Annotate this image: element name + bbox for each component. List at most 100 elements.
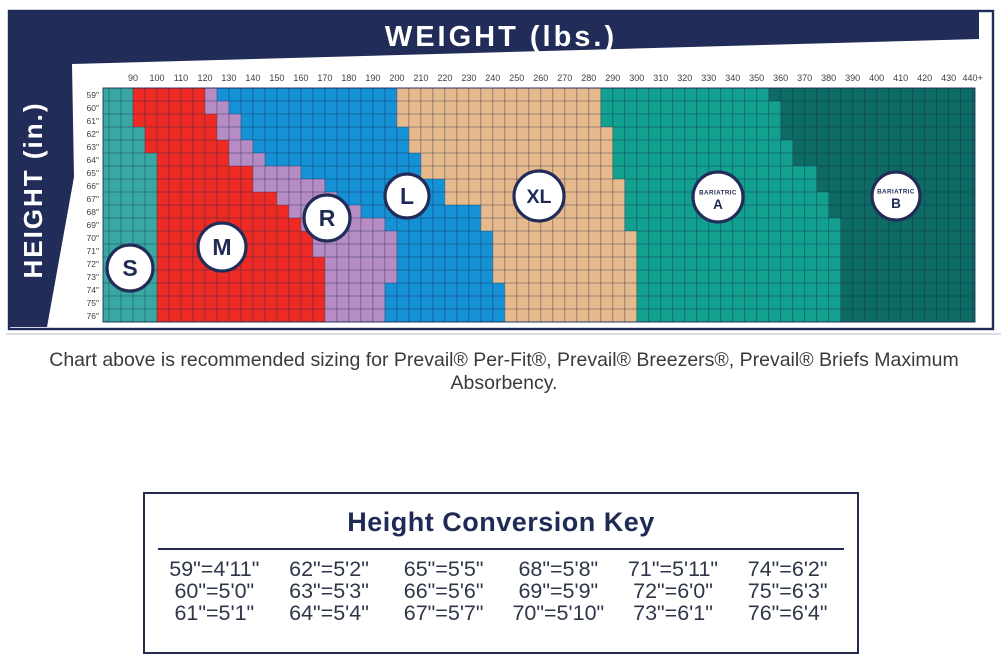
axis-banner xyxy=(10,12,979,327)
conversion-entry: 72"=6'0" xyxy=(633,578,713,603)
weight-tick-label: 420 xyxy=(917,73,932,83)
weight-tick-label: 410 xyxy=(893,73,908,83)
height-tick-label: 73" xyxy=(87,272,99,282)
size-region-S xyxy=(103,101,133,114)
height-tick-label: 74" xyxy=(87,285,99,295)
size-region-A xyxy=(636,296,841,309)
weight-tick-label: 150 xyxy=(269,73,284,83)
conversion-entry: 64"=5'4" xyxy=(289,600,369,625)
size-region-S xyxy=(103,166,157,179)
height-tick-label: 61" xyxy=(87,116,99,126)
conversion-key-divider xyxy=(158,548,844,550)
size-region-XL xyxy=(504,309,637,322)
height-axis-title: HEIGHT (in.) xyxy=(18,101,48,279)
size-region-B xyxy=(780,127,975,140)
size-region-S xyxy=(103,140,145,153)
weight-tick-label: 340 xyxy=(725,73,740,83)
conversion-entry: 61"=5'1" xyxy=(174,600,255,625)
size-circle-L xyxy=(383,172,431,220)
height-tick-label: 72" xyxy=(87,259,99,269)
size-region-S xyxy=(103,127,145,140)
size-region-A xyxy=(636,309,841,322)
size-region-S xyxy=(103,296,157,309)
size-region-A xyxy=(636,270,841,283)
height-tick-label: 60" xyxy=(87,103,99,113)
weight-tick-label: 130 xyxy=(221,73,236,83)
size-circle-letter-A: A xyxy=(713,197,723,212)
conversion-entry: 65"=5'5" xyxy=(403,557,484,581)
size-region-A xyxy=(636,283,841,296)
weight-tick-label: 210 xyxy=(413,73,428,83)
size-region-S xyxy=(103,218,157,231)
size-circle-letter-L: L xyxy=(400,183,414,209)
conversion-entry: 63"=5'3" xyxy=(289,578,369,603)
conversion-entry: 75"=6'3" xyxy=(747,578,828,603)
weight-tick-label: 430 xyxy=(941,73,956,83)
size-region-B xyxy=(840,309,975,322)
weight-tick-label: 310 xyxy=(653,73,668,83)
conversion-entry: 69"=5'9" xyxy=(518,578,599,603)
size-region-S xyxy=(103,309,157,322)
size-region-B xyxy=(840,296,975,309)
size-circle-letter-S: S xyxy=(122,255,137,281)
weight-tick-label: 110 xyxy=(174,73,188,83)
size-region-B xyxy=(780,114,975,127)
height-tick-label: 63" xyxy=(87,142,99,152)
height-tick-label: 76" xyxy=(87,311,99,321)
conversion-entry: 73"=6'1" xyxy=(633,600,713,625)
size-region-A xyxy=(600,114,781,127)
weight-tick-label: 280 xyxy=(581,73,596,83)
size-circle-A xyxy=(691,170,745,224)
size-region-XL xyxy=(504,296,637,309)
size-region-M xyxy=(132,114,217,127)
weight-tick-label: 90 xyxy=(128,73,138,83)
size-circle-B xyxy=(870,170,922,222)
weight-tick-label: 250 xyxy=(509,73,524,83)
grid-border xyxy=(102,87,976,323)
conversion-entry: 59"=4'11" xyxy=(169,557,260,581)
height-tick-label: 67" xyxy=(87,194,99,204)
height-tick-label: 68" xyxy=(87,207,99,217)
weight-tick-label: 370 xyxy=(797,73,812,83)
weight-tick-label: 360 xyxy=(773,73,788,83)
size-region-L xyxy=(216,88,397,101)
size-region-XL xyxy=(396,101,601,114)
size-region-R xyxy=(228,153,265,166)
conversion-entry: 67"=5'7" xyxy=(403,600,484,625)
size-region-S xyxy=(103,179,157,192)
size-region-XL xyxy=(396,88,601,101)
size-circle-letter-R: R xyxy=(319,205,336,231)
size-region-S xyxy=(103,88,133,101)
weight-tick-label: 320 xyxy=(677,73,692,83)
size-region-S xyxy=(103,114,133,127)
weight-tick-label: 220 xyxy=(437,73,452,83)
size-region-B xyxy=(840,244,975,257)
size-region-M xyxy=(144,140,229,153)
weight-tick-label: 440+ xyxy=(962,73,982,83)
conversion-entry: 70"=5'10" xyxy=(512,600,605,625)
weight-tick-label: 140 xyxy=(245,73,260,83)
weight-tick-label: 160 xyxy=(293,73,308,83)
height-tick-label: 65" xyxy=(87,168,99,178)
conversion-entry: 74"=6'2" xyxy=(747,557,828,581)
size-region-L xyxy=(252,140,409,153)
conversion-entry: 66"=5'6" xyxy=(403,578,484,603)
size-region-A xyxy=(636,244,841,257)
weight-tick-label: 240 xyxy=(485,73,500,83)
weight-tick-label: 350 xyxy=(749,73,764,83)
size-circle-letter-XL: XL xyxy=(527,186,552,208)
size-region-L xyxy=(264,153,421,166)
size-region-A xyxy=(600,101,781,114)
weight-tick-label: 330 xyxy=(701,73,716,83)
size-region-XL xyxy=(396,114,601,127)
size-region-S xyxy=(103,192,157,205)
size-region-L xyxy=(240,114,397,127)
size-region-B xyxy=(840,270,975,283)
height-conversion-key-box: Height Conversion Key 59"=4'11" 62"=5'2" 6… xyxy=(143,492,859,654)
size-circle-word-B: BARIATRIC xyxy=(877,189,915,196)
weight-tick-label: 260 xyxy=(533,73,548,83)
size-region-A xyxy=(636,257,841,270)
size-region-R xyxy=(324,283,385,296)
size-circle-S xyxy=(105,243,155,293)
weight-tick-label: 390 xyxy=(845,73,860,83)
